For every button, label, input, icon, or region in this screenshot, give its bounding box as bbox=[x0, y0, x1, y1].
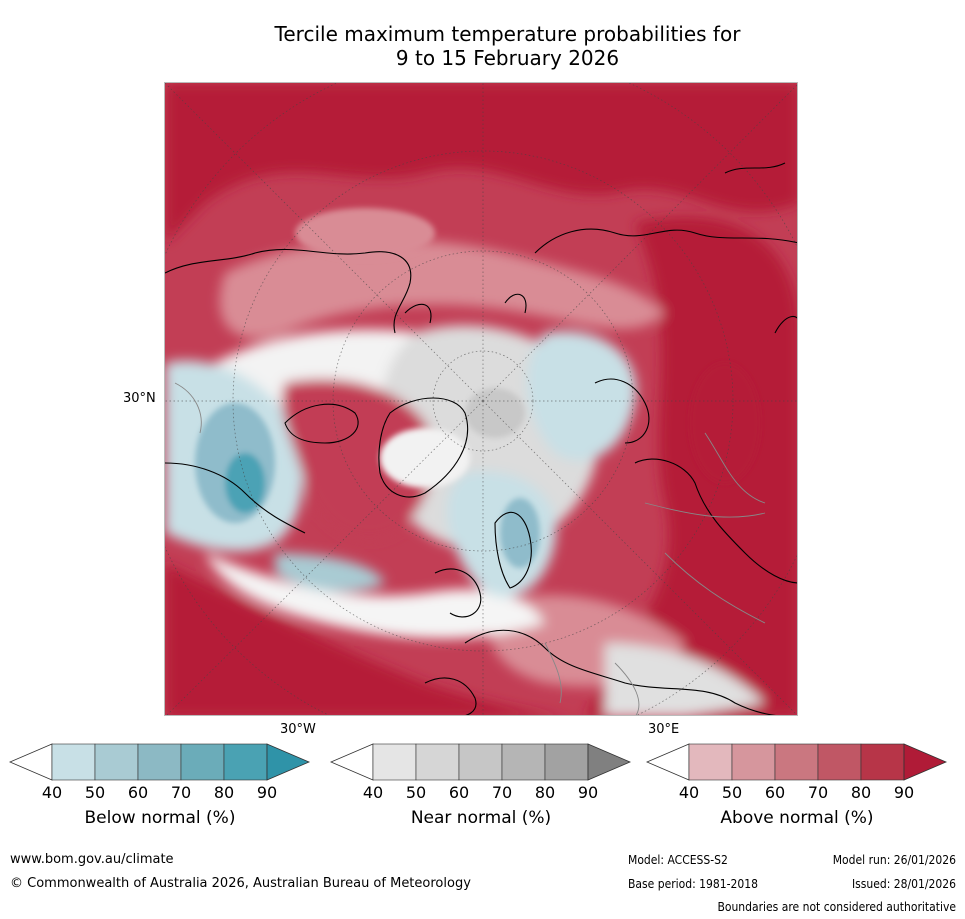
near-tick-80: 80 bbox=[534, 783, 556, 802]
near-swatch-70 bbox=[501, 743, 546, 781]
below-swatch-40 bbox=[51, 743, 96, 781]
near-tick-40: 40 bbox=[362, 783, 384, 802]
above-swatch-40 bbox=[688, 743, 733, 781]
above-tick-90: 90 bbox=[893, 783, 915, 802]
near-swatch-80 bbox=[544, 743, 589, 781]
above-swatch-80 bbox=[860, 743, 905, 781]
title-line-1: Tercile maximum temperature probabilitie… bbox=[274, 22, 741, 46]
near-tick-70: 70 bbox=[491, 783, 513, 802]
colorbar-above bbox=[645, 743, 948, 781]
above-light-band bbox=[219, 239, 665, 339]
below-tick-70: 70 bbox=[170, 783, 192, 802]
near-swatch-60 bbox=[458, 743, 503, 781]
near-swatch-50 bbox=[415, 743, 460, 781]
above-upper-extension bbox=[903, 743, 948, 781]
near-tick-90: 90 bbox=[577, 783, 599, 802]
colorbar-below-ticks: 40 50 60 70 80 90 bbox=[10, 783, 310, 803]
above-region-south bbox=[165, 563, 556, 715]
borders bbox=[174, 382, 766, 715]
graticule bbox=[165, 83, 797, 715]
above-tick-40: 40 bbox=[678, 783, 700, 802]
forecast-map bbox=[164, 82, 798, 716]
colorbar-below bbox=[8, 743, 311, 781]
below-region-pacific bbox=[275, 553, 385, 592]
near-upper-extension bbox=[587, 743, 632, 781]
above-lower-extension bbox=[645, 743, 690, 781]
white-patch-greenland bbox=[380, 428, 470, 488]
above-core-asia bbox=[690, 363, 760, 483]
below-swatch-80 bbox=[223, 743, 268, 781]
boundary-disclaimer: Boundaries are not considered authoritat… bbox=[717, 900, 956, 914]
map-canvas bbox=[165, 83, 797, 715]
below-core-west-strong bbox=[225, 453, 265, 513]
above-tick-60: 60 bbox=[764, 783, 786, 802]
below-swatch-60 bbox=[137, 743, 182, 781]
coastlines bbox=[165, 162, 797, 715]
above-tick-50: 50 bbox=[721, 783, 743, 802]
above-region-east bbox=[586, 217, 797, 715]
below-tick-90: 90 bbox=[256, 783, 278, 802]
colorbar-near-swatches bbox=[329, 743, 632, 781]
colorbar-above-swatches bbox=[645, 743, 948, 781]
colorbar-near-label: Near normal (%) bbox=[410, 808, 552, 828]
above-tick-70: 70 bbox=[807, 783, 829, 802]
below-tick-80: 80 bbox=[213, 783, 235, 802]
near-lower-extension bbox=[329, 743, 374, 781]
near-tick-50: 50 bbox=[405, 783, 427, 802]
above-swatch-60 bbox=[774, 743, 819, 781]
above-light-patch-north bbox=[295, 208, 435, 258]
longitude-label-30w: 30°W bbox=[280, 722, 316, 737]
longitude-label-30e: 30°E bbox=[648, 722, 680, 737]
near-tick-60: 60 bbox=[448, 783, 470, 802]
chart-title: Tercile maximum temperature probabilitie… bbox=[160, 22, 855, 70]
colorbar-near-ticks: 40 50 60 70 80 90 bbox=[331, 783, 631, 803]
colorbar-below-swatches bbox=[8, 743, 311, 781]
model-run-date: Model run: 26/01/2026 bbox=[832, 853, 956, 867]
base-period: Base period: 1981-2018 bbox=[628, 877, 759, 891]
model-name: Model: ACCESS-S2 bbox=[628, 853, 728, 867]
issued-date: Issued: 28/01/2026 bbox=[851, 877, 956, 891]
below-upper-extension bbox=[266, 743, 311, 781]
website-link[interactable]: www.bom.gov.au/climate bbox=[10, 852, 174, 867]
colorbar-above-label: Above normal (%) bbox=[720, 808, 874, 828]
colorbar-near bbox=[329, 743, 632, 781]
above-tick-80: 80 bbox=[850, 783, 872, 802]
above-region-greenland-sea bbox=[282, 379, 434, 540]
above-swatch-70 bbox=[817, 743, 862, 781]
colorbar-below-label: Below normal (%) bbox=[84, 808, 236, 828]
below-tick-60: 60 bbox=[127, 783, 149, 802]
below-tick-50: 50 bbox=[84, 783, 106, 802]
copyright-text: © Commonwealth of Australia 2026, Austra… bbox=[10, 876, 471, 891]
below-swatch-70 bbox=[180, 743, 225, 781]
below-region-siberia bbox=[526, 331, 637, 461]
near-swatch-40 bbox=[372, 743, 417, 781]
latitude-label-30n: 30°N bbox=[123, 391, 156, 406]
colorbar-above-ticks: 40 50 60 70 80 90 bbox=[647, 783, 947, 803]
above-region-north bbox=[165, 83, 797, 243]
below-lower-extension bbox=[8, 743, 53, 781]
title-line-2: 9 to 15 February 2026 bbox=[395, 46, 620, 70]
above-swatch-50 bbox=[731, 743, 776, 781]
below-swatch-50 bbox=[94, 743, 139, 781]
below-tick-40: 40 bbox=[41, 783, 63, 802]
below-core-scandinavia bbox=[500, 498, 540, 568]
